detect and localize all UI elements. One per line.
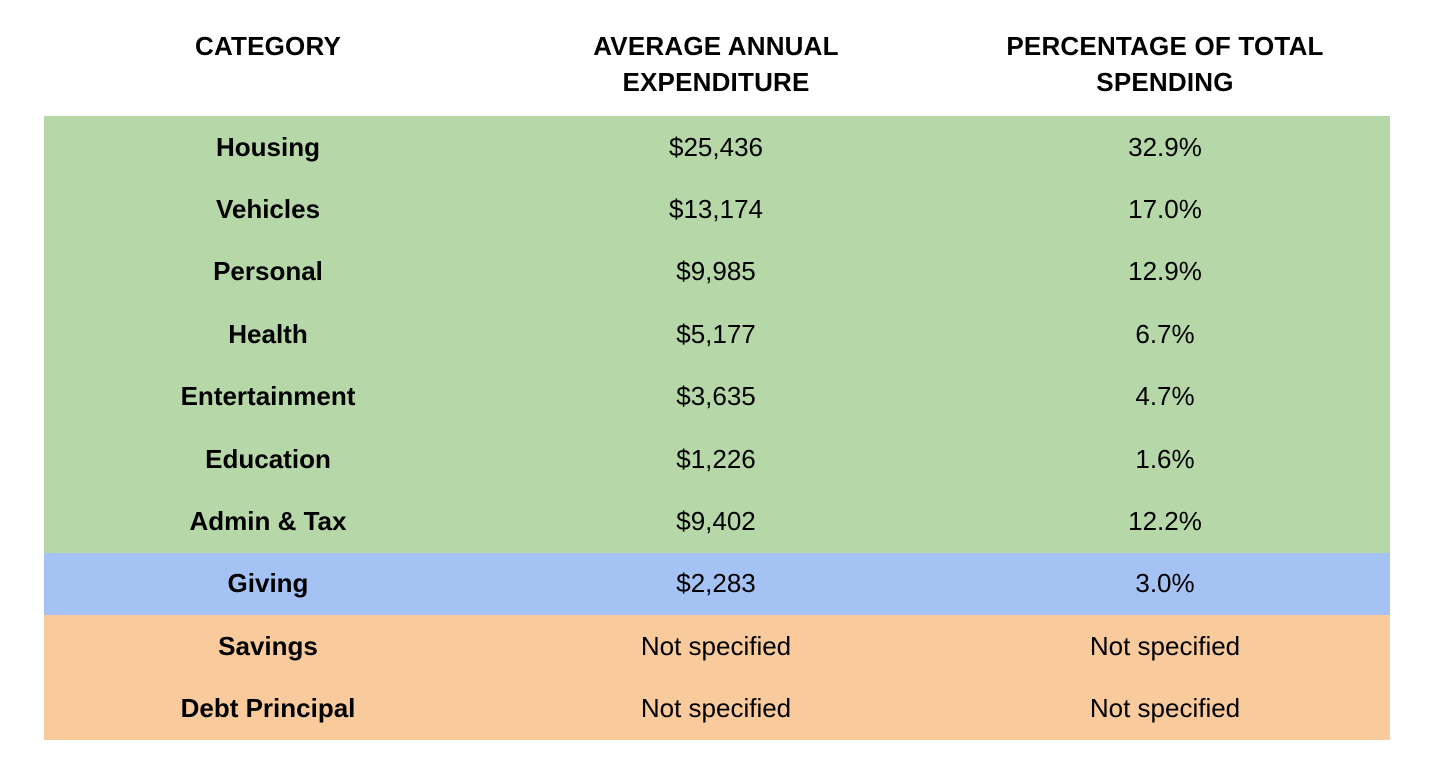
category-cell: Housing <box>216 131 320 162</box>
header-category: CATEGORY <box>194 31 342 61</box>
header-expenditure: AVERAGE ANNUAL EXPENDITURE <box>492 0 940 100</box>
category-cell: Personal <box>213 256 323 287</box>
category-cell: Vehicles <box>215 194 321 225</box>
table-row: Giving $2,283 3.0% <box>44 552 1390 616</box>
expenditure-cell: Not specified <box>640 693 792 724</box>
category-cell: Health <box>228 318 308 349</box>
category-cell: Savings <box>218 630 318 661</box>
expenditure-cell: $13,174 <box>669 194 763 225</box>
expenditure-cell: $9,402 <box>676 506 756 537</box>
percentage-cell: 1.6% <box>1135 443 1195 474</box>
category-cell: Entertainment <box>180 381 356 412</box>
table-row: Vehicles $13,174 17.0% <box>44 178 1390 241</box>
expenditure-cell: $25,436 <box>669 131 763 162</box>
expenditure-cell: $1,226 <box>676 443 756 474</box>
percentage-cell: 12.9% <box>1128 256 1202 287</box>
expenditure-cell: Not specified <box>640 630 792 661</box>
table-row: Personal $9,985 12.9% <box>44 240 1390 304</box>
expenditure-cell: $5,177 <box>676 318 756 349</box>
table-body: Housing $25,436 32.9% Vehicles $13,174 1… <box>44 116 1390 740</box>
percentage-cell: 6.7% <box>1135 318 1195 349</box>
spending-table: CATEGORY AVERAGE ANNUAL EXPENDITURE PERC… <box>44 0 1390 740</box>
category-cell: Admin & Tax <box>189 506 347 537</box>
category-cell: Education <box>205 443 331 474</box>
percentage-cell: 3.0% <box>1135 568 1195 599</box>
table-row: Education $1,226 1.6% <box>44 427 1390 491</box>
table-row: Admin & Tax $9,402 12.2% <box>44 490 1390 553</box>
expenditure-cell: $9,985 <box>676 256 756 287</box>
percentage-cell: Not specified <box>1089 693 1241 724</box>
percentage-cell: 17.0% <box>1128 194 1202 225</box>
percentage-cell: 4.7% <box>1135 381 1195 412</box>
table-row: Entertainment $3,635 4.7% <box>44 365 1390 428</box>
percentage-cell: Not specified <box>1089 630 1241 661</box>
header-percentage-text: PERCENTAGE OF TOTAL SPENDING <box>1006 31 1324 97</box>
table-row: Savings Not specified Not specified <box>44 615 1390 678</box>
category-cell: Giving <box>227 568 309 599</box>
header-percentage: PERCENTAGE OF TOTAL SPENDING <box>940 0 1390 100</box>
percentage-cell: 12.2% <box>1128 506 1202 537</box>
table-row: Housing $25,436 32.9% <box>44 116 1390 179</box>
expenditure-cell: $2,283 <box>676 568 756 599</box>
category-cell: Debt Principal <box>180 693 356 724</box>
table-row: Debt Principal Not specified Not specifi… <box>44 677 1390 740</box>
table-row: Health $5,177 6.7% <box>44 303 1390 366</box>
percentage-cell: 32.9% <box>1128 131 1202 162</box>
expenditure-cell: $3,635 <box>676 381 756 412</box>
header-expenditure-text: AVERAGE ANNUAL EXPENDITURE <box>593 31 839 97</box>
table-header-row: CATEGORY AVERAGE ANNUAL EXPENDITURE PERC… <box>44 0 1390 116</box>
